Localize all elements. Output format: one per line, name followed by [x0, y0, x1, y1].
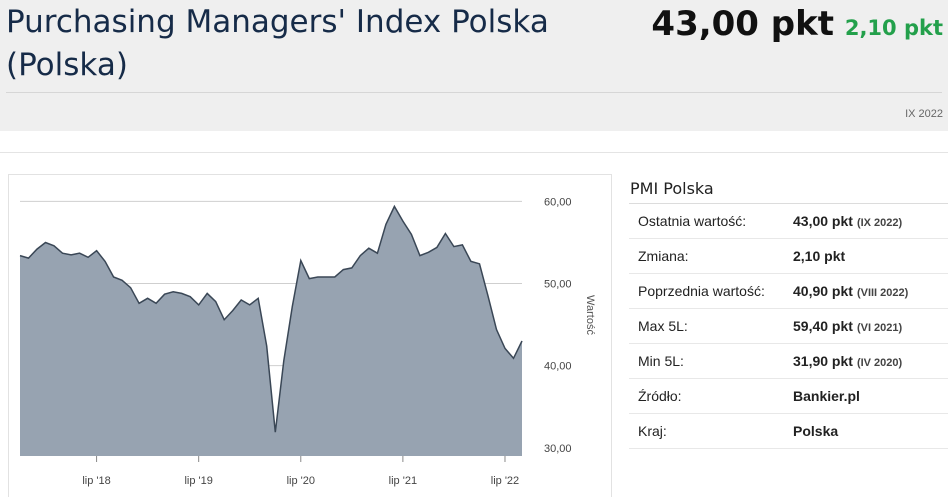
page-title: Purchasing Managers' Index Polska (Polsk…	[6, 4, 549, 83]
stat-label: Zmiana:	[638, 248, 689, 264]
pmi-chart[interactable]: 30,00 40,00 50,00 60,00 lip '18 lip '19 lip '…	[8, 174, 612, 497]
stat-row-min: Min 5L: 31,90 pkt (IV 2020)	[629, 344, 948, 379]
stat-row-max: Max 5L: 59,40 pkt (VI 2021)	[629, 309, 948, 344]
stats-panel: PMI Polska Ostatnia wartość: 43,00 pkt (I…	[629, 175, 948, 449]
stat-row-last: Ostatnia wartość: 43,00 pkt (IX 2022)	[629, 204, 948, 239]
stat-label: Źródło:	[638, 388, 682, 404]
stats-table: Ostatnia wartość: 43,00 pkt (IX 2022) Zmi…	[629, 203, 948, 449]
value-change: 2,10 pkt	[844, 16, 943, 40]
y-tick-label: 30,00	[544, 443, 572, 455]
stat-row-previous: Poprzednia wartość: 40,90 pkt (VIII 2022)	[629, 274, 948, 309]
panel-title: PMI Polska	[630, 179, 714, 198]
stat-label: Min 5L:	[638, 353, 684, 369]
chart-area-fill	[20, 206, 522, 456]
y-axis-label: Wartość	[584, 295, 596, 335]
stat-row-source: Źródło: Bankier.pl	[629, 379, 948, 414]
x-tick-label: lip '18	[82, 475, 110, 487]
instrument-header: Purchasing Managers' Index Polska (Polsk…	[0, 0, 948, 131]
stat-value: 43,00 pkt (IX 2022)	[793, 213, 903, 229]
stat-label: Poprzednia wartość:	[638, 283, 765, 299]
x-axis-ticks: lip '18 lip '19 lip '20 lip '21 lip '22	[82, 456, 519, 487]
stat-row-change: Zmiana: 2,10 pkt	[629, 239, 948, 274]
stat-label: Kraj:	[638, 423, 667, 439]
stat-value: 31,90 pkt (IV 2020)	[793, 353, 903, 369]
y-tick-label: 50,00	[544, 279, 572, 291]
y-tick-label: 60,00	[544, 196, 572, 208]
x-tick-label: lip '20	[287, 475, 315, 487]
stat-row-country: Kraj: Polska	[629, 414, 948, 449]
period-label: IX 2022	[905, 108, 943, 120]
y-tick-label: 40,00	[544, 361, 572, 373]
stat-value: 40,90 pkt (VIII 2022)	[793, 283, 909, 299]
chart-series-line	[19, 204, 523, 433]
stat-value: 2,10 pkt	[793, 248, 846, 264]
y-axis-ticks: 30,00 40,00 50,00 60,00	[544, 196, 572, 454]
stat-value: Bankier.pl	[793, 388, 860, 404]
x-tick-label: lip '21	[389, 475, 417, 487]
stat-label: Max 5L:	[638, 318, 688, 334]
stat-value: Polska	[793, 423, 839, 439]
x-tick-label: lip '22	[491, 475, 519, 487]
current-value: 43,00 pkt	[651, 4, 834, 44]
section-divider	[0, 152, 948, 153]
stat-label: Ostatnia wartość:	[638, 213, 747, 229]
header-divider	[6, 92, 942, 93]
x-tick-label: lip '19	[184, 475, 212, 487]
stat-value: 59,40 pkt (VI 2021)	[793, 318, 903, 334]
